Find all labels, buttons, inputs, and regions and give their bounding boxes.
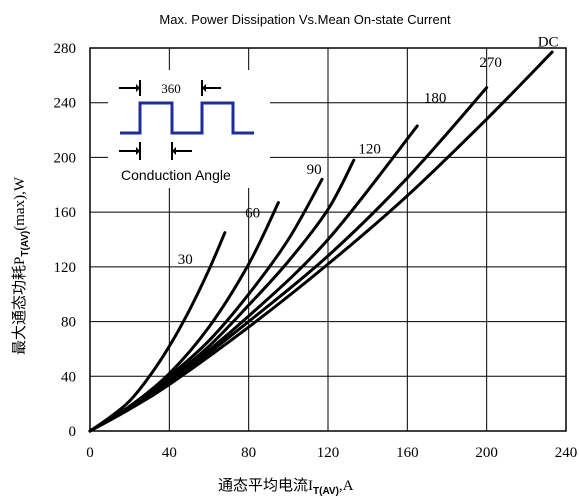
series-labels: 30 60 90 120 180 270 DC xyxy=(178,35,559,268)
y-axis-label: 最大通态功耗PT(AV)(max),W xyxy=(11,176,31,355)
y-tick-label-40: 40 xyxy=(61,369,76,385)
series-line-30 xyxy=(88,231,227,433)
x-tick-label-0: 0 xyxy=(86,445,94,461)
period-arrow-left-icon xyxy=(136,84,140,92)
tick-labels: 0 40 80 120 160 200 240 0 40 80 120 160 200 240 280 xyxy=(54,41,578,461)
series-label-DC: DC xyxy=(538,35,559,51)
inset-background xyxy=(108,70,270,188)
x-axis-label: 通态平均电流IT(AV),A xyxy=(218,477,354,497)
x-tick-label-80: 80 xyxy=(241,445,256,461)
x-tick-label-240: 240 xyxy=(555,445,578,461)
series-line-60 xyxy=(88,201,280,433)
y-tick-label-120: 120 xyxy=(54,260,77,276)
x-tick-label-40: 40 xyxy=(162,445,177,461)
y-tick-label-200: 200 xyxy=(54,150,77,166)
period-label: 360 xyxy=(161,81,181,96)
series-line-90 xyxy=(88,177,324,433)
square-wave xyxy=(120,101,254,135)
series-line-120 xyxy=(88,158,356,433)
y-tick-label-80: 80 xyxy=(61,315,76,331)
x-tick-label-120: 120 xyxy=(317,445,340,461)
y-tick-label-280: 280 xyxy=(54,41,77,57)
inset-diagram: 360 Conduction Angle xyxy=(108,70,270,188)
x-tick-label-160: 160 xyxy=(396,445,419,461)
x-tick-label-200: 200 xyxy=(475,445,498,461)
series-label-30: 30 xyxy=(178,252,193,268)
curves xyxy=(88,50,554,433)
series-label-180: 180 xyxy=(424,91,447,107)
period-arrow-right-icon xyxy=(202,84,206,92)
series-label-120: 120 xyxy=(358,141,381,157)
y-tick-label-160: 160 xyxy=(54,205,77,221)
series-label-90: 90 xyxy=(307,162,322,178)
conduction-arrow-left-icon xyxy=(136,147,140,155)
series-line-DC xyxy=(88,50,554,433)
chart-title: Max. Power Dissipation Vs.Mean On-state … xyxy=(159,12,451,27)
inset-caption: Conduction Angle xyxy=(121,167,231,183)
series-label-270: 270 xyxy=(479,55,502,71)
series-label-60: 60 xyxy=(245,206,260,222)
plot-frame xyxy=(89,47,567,432)
y-tick-label-0: 0 xyxy=(69,424,77,440)
y-tick-label-240: 240 xyxy=(54,96,77,112)
conduction-arrow-right-icon xyxy=(172,147,176,155)
